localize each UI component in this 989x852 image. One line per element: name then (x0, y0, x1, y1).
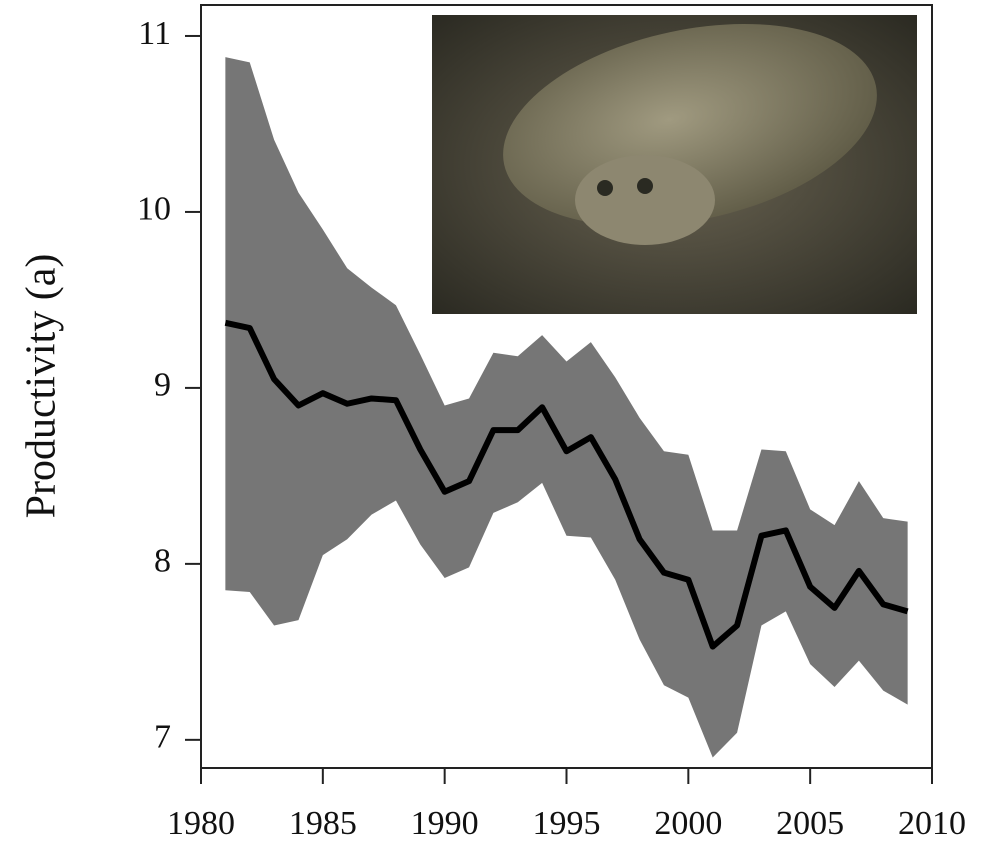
x-tick-label: 1990 (411, 805, 479, 842)
x-tick-label: 2010 (898, 805, 966, 842)
page: Productivity (a) 7 8 9 10 11 1980 1985 1990 1995… (0, 0, 989, 852)
y-tick-label: 9 (154, 367, 171, 404)
inset-photo (432, 0, 917, 314)
chart: Productivity (a) 7 8 9 10 11 1980 1985 1990 1995… (0, 0, 989, 847)
x-tick-label: 1980 (167, 805, 235, 842)
y-axis-label: Productivity (a) (19, 254, 65, 519)
y-tick-label: 8 (154, 543, 171, 580)
photo-fish-head (575, 155, 715, 245)
y-tick-label: 10 (137, 191, 171, 228)
y-tick-label: 11 (138, 15, 171, 52)
y-tick-label: 7 (154, 719, 171, 756)
x-tick-label: 1985 (289, 805, 357, 842)
photo-fish-eye (637, 178, 653, 194)
x-tick-label: 2005 (776, 805, 844, 842)
photo-fish-eye (597, 180, 613, 196)
x-tick-label: 1995 (533, 805, 601, 842)
x-tick-label: 2000 (654, 805, 722, 842)
